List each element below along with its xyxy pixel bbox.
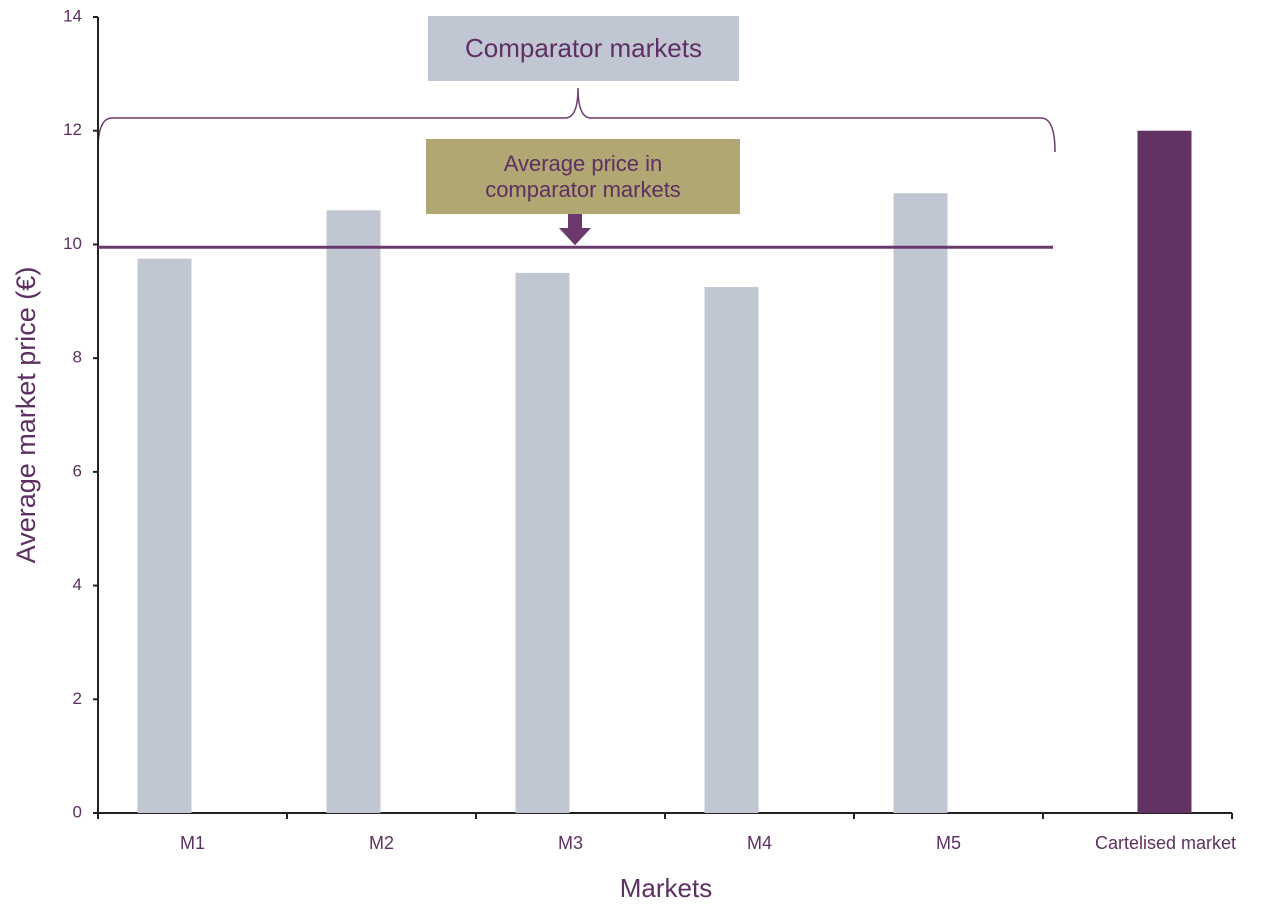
y-tick-label: 10 — [63, 234, 82, 253]
x-tick-label: M4 — [747, 833, 772, 853]
x-tick-label: Cartelised market — [1095, 833, 1236, 853]
bar — [1137, 130, 1192, 813]
group-brace — [97, 87, 1056, 153]
x-tick-label: M2 — [369, 833, 394, 853]
bar — [326, 210, 381, 814]
y-tick-label: 8 — [73, 348, 82, 367]
y-tick-label: 12 — [63, 120, 82, 139]
x-tick-label: M3 — [558, 833, 583, 853]
x-tick-label: M5 — [936, 833, 961, 853]
bar — [704, 287, 759, 814]
y-tick-label: 2 — [73, 689, 82, 708]
y-axis-title: Average market price (€) — [11, 267, 41, 564]
y-tick-label: 14 — [63, 6, 82, 25]
x-tick-label: M1 — [180, 833, 205, 853]
reference-arrow — [559, 214, 591, 246]
y-tick-label: 6 — [73, 461, 82, 480]
group-label: Comparator markets — [428, 16, 739, 81]
y-tick-label: 0 — [73, 802, 82, 821]
y-tick-label: 4 — [73, 575, 82, 594]
bar — [893, 193, 948, 813]
bar — [137, 258, 192, 814]
reference-label: Average price in comparator markets — [426, 139, 740, 214]
bar — [515, 272, 570, 813]
x-axis-title: Markets — [620, 873, 712, 903]
